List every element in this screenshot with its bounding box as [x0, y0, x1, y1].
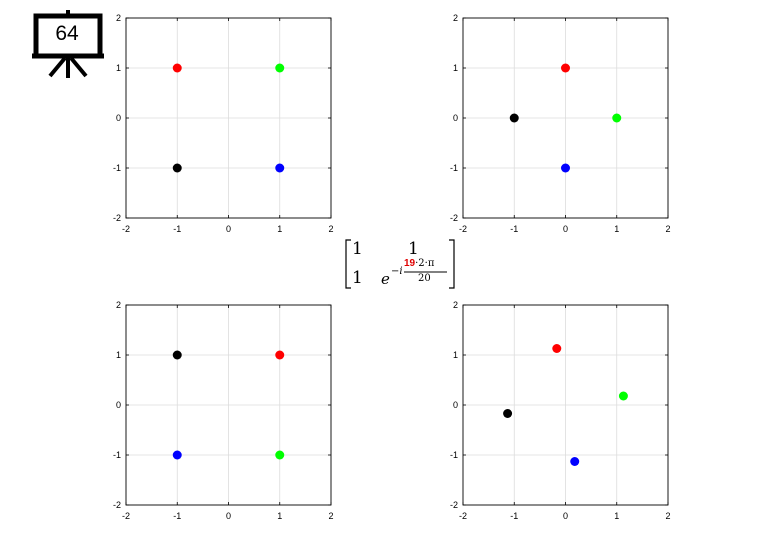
x-tick-label: -1: [510, 511, 518, 521]
data-point: [275, 450, 285, 460]
matrix-exp-prefix: −i: [391, 266, 403, 277]
scatter-plot-4: -2 -1 0 1 2 -2 -1 0 1 2: [450, 300, 671, 521]
matrix-brackets: [345, 239, 455, 289]
x-tick-label: 0: [563, 224, 568, 234]
x-tick-label: -1: [173, 224, 181, 234]
data-point: [275, 350, 285, 360]
scatter-plot-3: -2 -1 0 1 2 -2 -1 0 1 2: [113, 300, 334, 521]
dft-matrix: 1 1 1 e −i 19·2·π 20: [344, 238, 456, 290]
y-tick-label: -2: [113, 213, 121, 223]
y-tick-label: -2: [450, 213, 458, 223]
data-point: [172, 450, 182, 460]
data-point: [275, 163, 285, 173]
x-tick-label: 2: [328, 511, 333, 521]
y-tick-label: 2: [453, 13, 458, 23]
data-point: [570, 457, 580, 466]
y-tick-label: 1: [453, 63, 458, 73]
data-point: [552, 344, 562, 353]
data-point: [561, 63, 570, 73]
x-tick-label: -1: [173, 511, 181, 521]
y-tick-label: 0: [453, 113, 458, 123]
x-tick-label: 0: [226, 511, 231, 521]
y-tick-label: 1: [116, 350, 121, 360]
y-tick-label: 0: [116, 400, 121, 410]
matrix-fraction-bar: [404, 271, 447, 273]
x-tick-label: 2: [328, 224, 333, 234]
data-point: [172, 350, 182, 360]
x-tick-label: 1: [614, 224, 619, 234]
x-tick-label: 1: [277, 224, 282, 234]
y-tick-label: 1: [116, 63, 121, 73]
data-point: [612, 113, 622, 123]
data-point: [503, 409, 513, 418]
y-tick-label: 0: [116, 113, 121, 123]
x-tick-label: -1: [510, 224, 518, 234]
x-tick-label: 2: [665, 224, 670, 234]
y-tick-label: 2: [116, 13, 121, 23]
x-tick-label: 2: [665, 511, 670, 521]
y-tick-label: 2: [453, 300, 458, 310]
y-tick-label: -2: [450, 500, 458, 510]
matrix-r2c1: 1: [352, 268, 363, 288]
x-tick-label: -2: [122, 511, 130, 521]
matrix-r1c1: 1: [352, 239, 363, 259]
x-tick-label: -2: [459, 511, 467, 521]
data-point: [509, 113, 519, 123]
matrix-exp-highlight: 19: [404, 258, 416, 269]
data-point: [275, 63, 285, 73]
presentation-board-icon: [32, 10, 104, 78]
x-tick-label: 1: [277, 511, 282, 521]
matrix-r1c2: 1: [408, 239, 419, 259]
data-point: [172, 63, 182, 73]
x-tick-label: -2: [459, 224, 467, 234]
y-tick-label: 1: [453, 350, 458, 360]
matrix-exp-rest: ·2·π: [415, 258, 435, 269]
y-tick-label: -1: [113, 163, 121, 173]
y-tick-label: -1: [113, 450, 121, 460]
x-tick-label: 0: [563, 511, 568, 521]
y-tick-label: 0: [453, 400, 458, 410]
data-point: [172, 163, 182, 173]
slide-number: 64: [55, 22, 79, 45]
data-point: [618, 391, 628, 401]
data-point: [561, 163, 570, 173]
matrix-exp-denominator: 20: [418, 273, 431, 284]
y-tick-label: -2: [113, 500, 121, 510]
scatter-plot-1: -2 -1 0 1 2 -2 -1 0 1 2: [113, 13, 334, 234]
y-tick-label: -1: [450, 163, 458, 173]
matrix-exp-numerator: 19·2·π: [404, 258, 434, 269]
x-tick-label: -2: [122, 224, 130, 234]
x-tick-label: 0: [226, 224, 231, 234]
scatter-plot-2: -2 -1 0 1 2 -2 -1 0 1 2: [450, 13, 671, 234]
y-tick-label: -1: [450, 450, 458, 460]
y-tick-label: 2: [116, 300, 121, 310]
x-tick-label: 1: [614, 511, 619, 521]
matrix-base: e: [381, 270, 390, 288]
